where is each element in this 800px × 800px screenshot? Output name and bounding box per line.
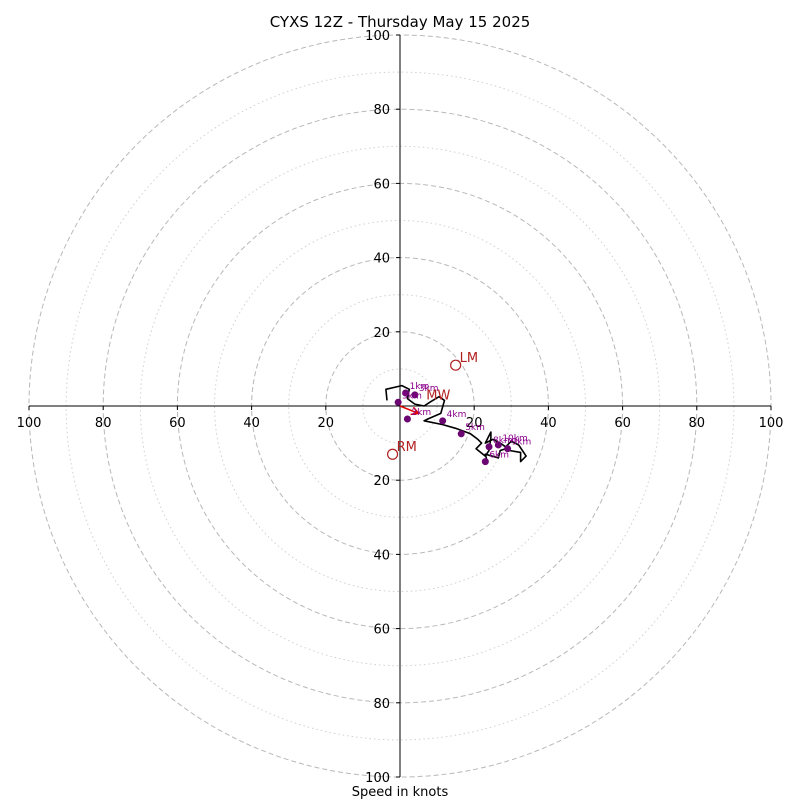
y-tick-label: 100: [365, 771, 390, 786]
x-tick-label: 40: [243, 416, 260, 431]
height-marker-point: [439, 417, 447, 425]
y-tick-label: 20: [373, 326, 390, 341]
x-tick-label: 80: [689, 416, 706, 431]
y-tick-label: 20: [373, 474, 390, 489]
y-tick-label: 60: [373, 177, 390, 192]
height-marker-point: [411, 391, 419, 399]
height-marker-label: 5km: [465, 423, 485, 433]
y-tick-label: 80: [373, 697, 390, 712]
mean-wind-arrow: [399, 405, 419, 415]
mean-wind-arrowhead: [410, 406, 421, 416]
height-marker-label: 10km: [502, 434, 527, 444]
x-tick-label: 60: [614, 416, 631, 431]
height-marker-label: 3km: [419, 384, 439, 394]
x-tick-label: 40: [540, 416, 557, 431]
height-marker-label: 9km: [512, 438, 532, 448]
x-tick-label: 20: [466, 416, 483, 431]
storm-motion-label: MW: [426, 388, 450, 403]
x-tick-label: 20: [318, 416, 335, 431]
height-marker-point: [504, 445, 512, 453]
storm-motion-point: [386, 448, 399, 460]
storm-motion-label: LM: [460, 351, 478, 366]
y-tick-label: 80: [373, 103, 390, 118]
height-marker-point: [481, 458, 489, 466]
y-tick-label: 100: [365, 29, 390, 44]
y-tick-label: 40: [373, 252, 390, 267]
height-marker-point: [494, 441, 502, 449]
storm-motion-markers: LM RM MW: [386, 351, 478, 460]
y-tick-label: 60: [373, 623, 390, 638]
height-marker-label: 8km: [493, 436, 513, 446]
height-marker-label: 4km: [447, 410, 467, 420]
height-marker-label: 5km: [402, 391, 422, 401]
x-tick-label: 80: [95, 416, 112, 431]
height-marker-label: 2km: [411, 408, 431, 418]
height-marker-point: [394, 398, 402, 406]
height-marker-point: [402, 389, 410, 397]
hodograph-trace: [385, 384, 527, 463]
tick-labels: 100 80 60 40 20 20 40 60 80 100 100 80 60 40 20 20 40 60 8…: [17, 29, 784, 786]
hodograph-trace-group: [385, 384, 527, 463]
x-tick-label: 100: [759, 416, 784, 431]
height-marker-point: [485, 443, 493, 451]
x-axis-label: Speed in knots: [352, 785, 449, 800]
height-marker-label: 6km: [489, 451, 509, 461]
x-tick-label: 60: [169, 416, 186, 431]
chart-title: CYXS 12Z - Thursday May 15 2025: [270, 13, 531, 31]
height-marker-point: [457, 430, 465, 438]
y-tick-label: 40: [373, 548, 390, 563]
height-marker-point: [403, 415, 411, 423]
x-tick-label: 100: [17, 416, 42, 431]
storm-motion-label: RM: [397, 440, 417, 455]
storm-motion-point: [450, 359, 462, 371]
height-marker-label: 1km: [410, 382, 430, 392]
